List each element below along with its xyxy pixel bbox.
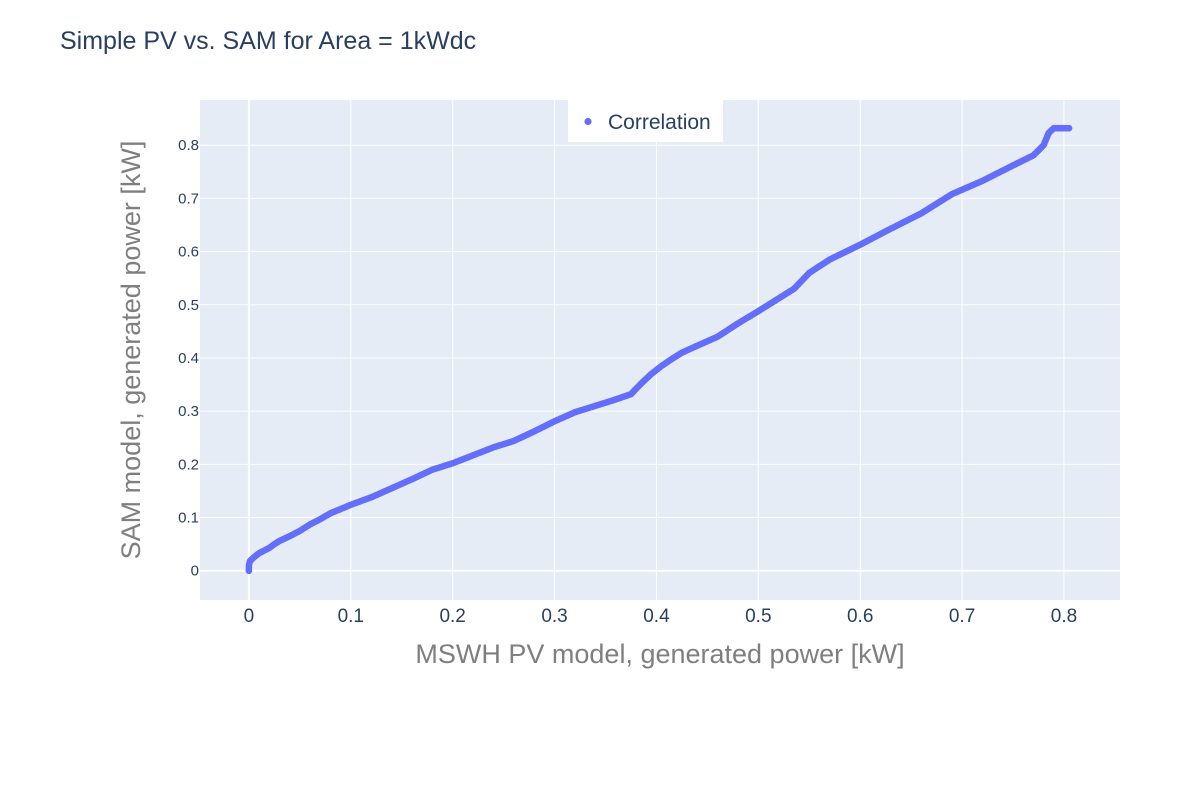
x-tick-label: 0 <box>244 606 255 627</box>
legend-marker <box>584 117 592 126</box>
y-tick-label: 0.5 <box>178 297 199 314</box>
x-tick-label: 0.4 <box>643 606 670 627</box>
legend-box <box>568 100 723 142</box>
grid-lines <box>200 100 1120 600</box>
y-tick-label: 0.7 <box>178 190 199 207</box>
y-tick-label: 0 <box>191 563 199 580</box>
y-tick-label: 0.3 <box>178 403 199 420</box>
x-tick-label: 0.6 <box>847 606 873 627</box>
legend-label: Correlation <box>608 111 711 134</box>
y-tick-label: 0.4 <box>178 350 199 367</box>
y-tick-label: 0.8 <box>178 137 199 154</box>
x-axis-title: MSWH PV model, generated power [kW] <box>415 639 904 669</box>
y-tick-label: 0.6 <box>178 244 199 261</box>
y-axis-title: SAM model, generated power [kW] <box>116 141 146 560</box>
x-tick-label: 0.8 <box>1051 606 1077 627</box>
x-tick-label: 0.5 <box>745 606 771 627</box>
x-tick-label: 0.7 <box>949 606 975 627</box>
data-points <box>245 124 1073 575</box>
legend[interactable]: Correlation <box>568 100 723 142</box>
y-tick-label: 0.1 <box>178 510 199 527</box>
y-tick-label: 0.2 <box>178 456 199 473</box>
chart-title: Simple PV vs. SAM for Area = 1kWdc <box>60 27 476 55</box>
tick-labels: 0 0.1 0.2 0.3 0.4 0.5 0.6 0.7 0.8 0 0.1 0.2 0.3 0.4 0.… <box>178 137 1077 627</box>
data-point <box>1065 124 1073 132</box>
plot-area <box>200 100 1120 600</box>
x-tick-label: 0.3 <box>541 606 567 627</box>
x-tick-label: 0.2 <box>439 606 465 627</box>
x-tick-label: 0.1 <box>338 606 364 627</box>
